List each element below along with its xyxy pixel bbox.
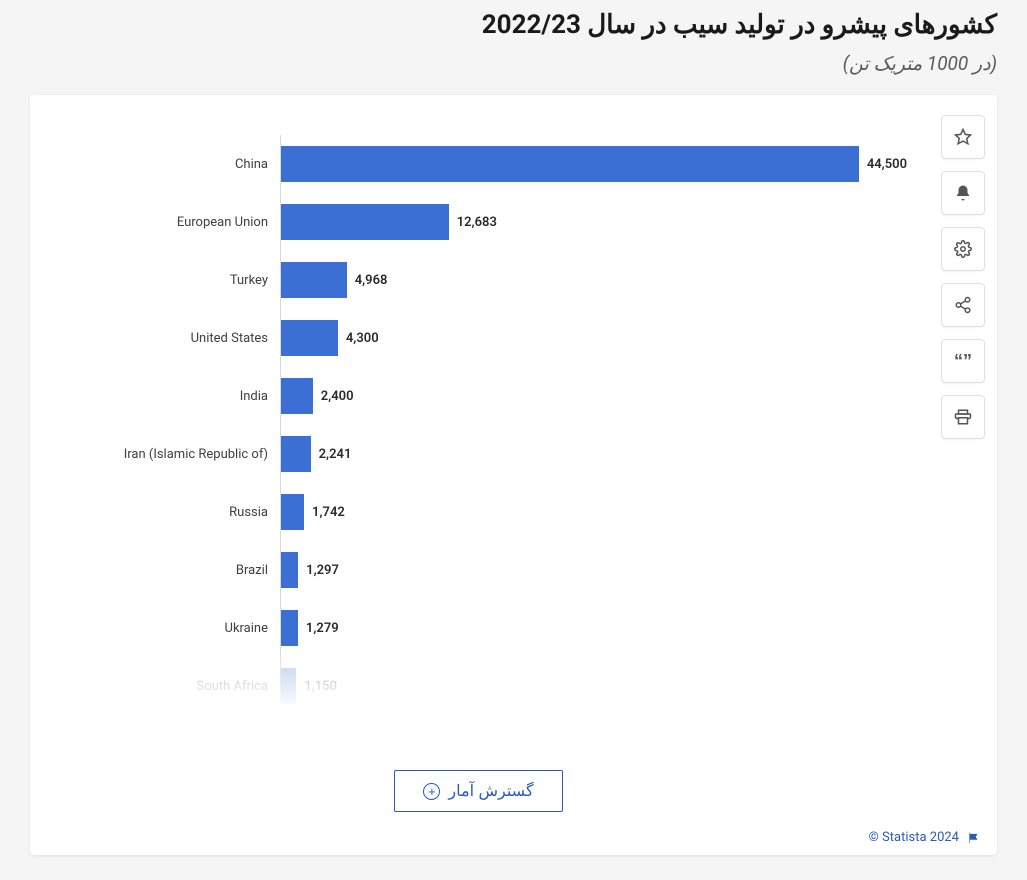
bar-value: 44,500 [867, 157, 907, 172]
bar-row: United States 4,300 [50, 309, 907, 367]
page-title: کشورهای پیشرو در تولید سیب در سال 2022/2… [30, 10, 997, 40]
bar-row: Turkey 4,968 [50, 251, 907, 309]
bar-value: 1,150 [304, 679, 337, 694]
gear-icon [954, 240, 972, 258]
expand-button[interactable]: گسترش آمار + [394, 770, 562, 812]
bar-value: 4,300 [346, 331, 379, 346]
chart-area: China 44,500 European Union 12,683 Turkey 4,9… [50, 135, 907, 710]
bar-value: 2,400 [321, 389, 354, 404]
bar[interactable] [281, 552, 298, 588]
bar[interactable] [281, 378, 313, 414]
bar[interactable] [281, 204, 449, 240]
bar-track: 4,968 [280, 251, 907, 309]
bar-label: South Africa [50, 679, 280, 694]
quote-icon: “” [954, 352, 972, 370]
bar[interactable] [281, 146, 859, 182]
star-button[interactable] [941, 115, 985, 159]
bar-track: 44,500 [280, 135, 907, 193]
star-icon [954, 128, 972, 146]
bar-track: 1,742 [280, 483, 907, 541]
chart-toolbar: “” [941, 115, 985, 439]
bar-value: 1,297 [306, 563, 339, 578]
bar-track: 1,279 [280, 599, 907, 657]
footer: © Statista 2024 [869, 830, 981, 845]
bar-track: 4,300 [280, 309, 907, 367]
copyright-link[interactable]: © Statista 2024 [869, 830, 959, 845]
bar-row: India 2,400 [50, 367, 907, 425]
bar-value: 1,279 [306, 621, 339, 636]
bar-label: European Union [50, 215, 280, 230]
bar[interactable] [281, 262, 347, 298]
page-subtitle: (در 1000 متریک تن) [30, 52, 997, 75]
bar[interactable] [281, 436, 311, 472]
bell-button[interactable] [941, 171, 985, 215]
print-button[interactable] [941, 395, 985, 439]
bar-value: 12,683 [457, 215, 497, 230]
bar[interactable] [281, 320, 338, 356]
share-icon [954, 296, 972, 314]
quote-button[interactable]: “” [941, 339, 985, 383]
bar-label: India [50, 389, 280, 404]
print-icon [954, 408, 972, 426]
flag-icon [967, 831, 981, 845]
bar-row: Russia 1,742 [50, 483, 907, 541]
bar[interactable] [281, 610, 298, 646]
bar-label: China [50, 157, 280, 172]
bar-track: 1,297 [280, 541, 907, 599]
bar-label: Ukraine [50, 621, 280, 636]
bar[interactable] [281, 668, 296, 704]
settings-button[interactable] [941, 227, 985, 271]
bar-value: 2,241 [319, 447, 352, 462]
bar-row: South Africa 1,150 [50, 657, 907, 710]
bar-value: 1,742 [312, 505, 345, 520]
bar-row: European Union 12,683 [50, 193, 907, 251]
bell-icon [954, 184, 972, 202]
share-button[interactable] [941, 283, 985, 327]
chart-card: “” China 44,500 European Union 12,683 Turkey… [30, 95, 997, 855]
bar-value: 4,968 [355, 273, 388, 288]
bar[interactable] [281, 494, 304, 530]
bar-label: Brazil [50, 563, 280, 578]
expand-label: گسترش آمار [448, 781, 533, 801]
bar-label: Turkey [50, 273, 280, 288]
bar-track: 2,241 [280, 425, 907, 483]
bar-row: Brazil 1,297 [50, 541, 907, 599]
bar-track: 12,683 [280, 193, 907, 251]
plus-icon: + [423, 783, 440, 800]
bar-row: China 44,500 [50, 135, 907, 193]
bar-row: Iran (Islamic Republic of) 2,241 [50, 425, 907, 483]
bar-track: 2,400 [280, 367, 907, 425]
bar-track: 1,150 [280, 657, 907, 710]
bar-label: Russia [50, 505, 280, 520]
bar-label: Iran (Islamic Republic of) [50, 447, 280, 462]
bar-row: Ukraine 1,279 [50, 599, 907, 657]
bar-label: United States [50, 331, 280, 346]
